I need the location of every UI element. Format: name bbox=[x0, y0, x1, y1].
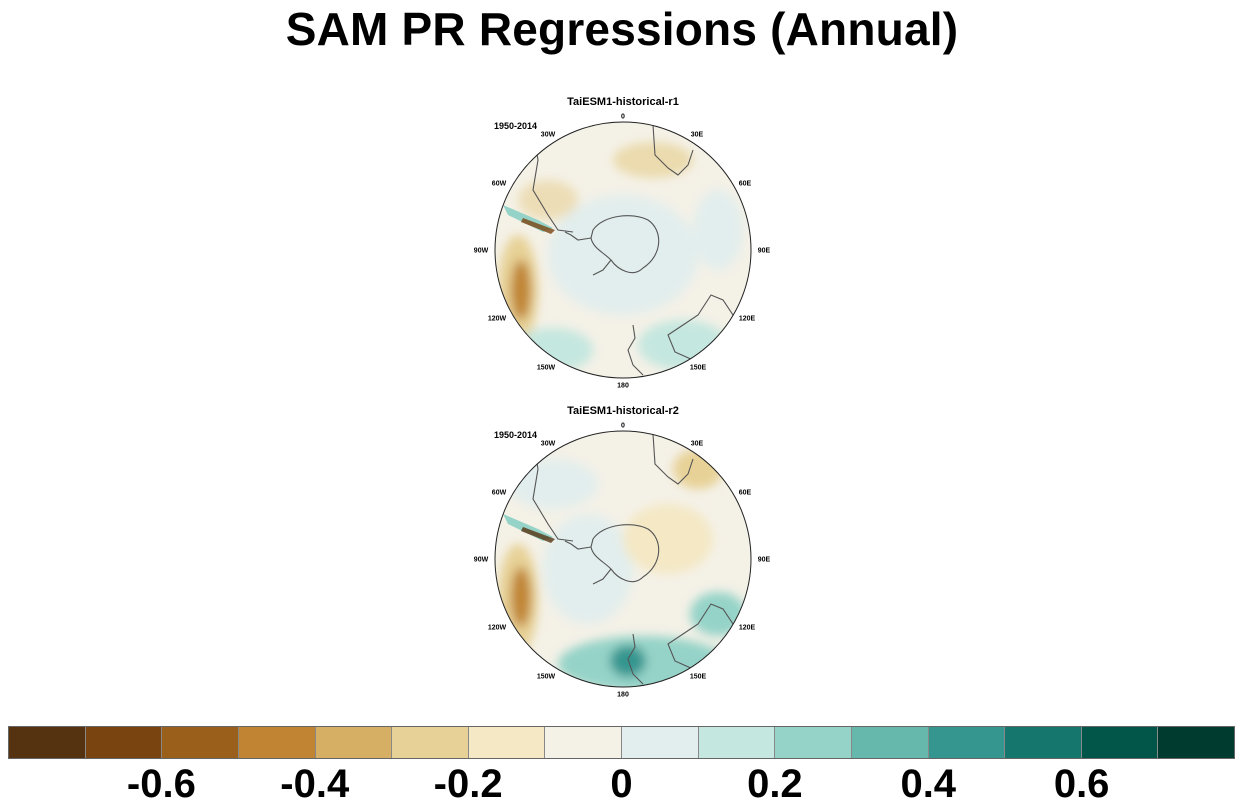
panel-1-title: TaiESM1-historical-r1 bbox=[567, 96, 679, 108]
p2-lon-120w: 120W bbox=[487, 624, 507, 632]
p1-lon-60e: 60E bbox=[738, 180, 752, 188]
p1-lon-30e: 30E bbox=[690, 131, 704, 139]
p1-lon-30w: 30W bbox=[540, 131, 556, 139]
colorbar-swatch-7 bbox=[545, 727, 622, 758]
p1-lon-90e: 90E bbox=[757, 247, 771, 255]
shade-north bbox=[613, 142, 693, 178]
p2-lon-30e: 30E bbox=[690, 440, 704, 448]
colorbar-tick-label: -0.2 bbox=[433, 762, 503, 806]
colorbar-swatch-3 bbox=[238, 727, 316, 758]
coastlines bbox=[532, 124, 734, 376]
colorbar-swatch-15 bbox=[1158, 727, 1234, 758]
shade-southeast bbox=[690, 592, 746, 636]
p2-lon-150e: 150E bbox=[689, 673, 707, 681]
shade-patch-dark bbox=[521, 218, 555, 234]
p2-lon-90e: 90E bbox=[757, 556, 771, 564]
colorbar-swatch-2 bbox=[162, 727, 239, 758]
panel-2-period: 1950-2014 bbox=[494, 430, 538, 440]
colorbar-swatch-8 bbox=[622, 727, 699, 758]
panel-1-map bbox=[494, 121, 752, 379]
p2-lon-0: 0 bbox=[621, 422, 625, 430]
p2-lon-150w: 150W bbox=[536, 673, 556, 681]
colorbar-swatch-14 bbox=[1081, 727, 1159, 758]
p1-lon-120w: 120W bbox=[487, 315, 507, 323]
colorbar-tick-label: 0.2 bbox=[747, 762, 803, 806]
shade-west-strong bbox=[511, 260, 531, 320]
p1-lon-180: 180 bbox=[617, 382, 629, 390]
shade-south-strong bbox=[610, 645, 646, 677]
panel-1-period: 1950-2014 bbox=[494, 121, 538, 131]
p1-lon-0: 0 bbox=[621, 113, 625, 121]
shade-east-warm bbox=[623, 504, 713, 574]
colorbar-tick-label: 0.4 bbox=[900, 762, 957, 806]
inner-ring-shade bbox=[543, 514, 633, 624]
colorbar-swatch-12 bbox=[928, 727, 1006, 758]
colorbar-swatch-6 bbox=[468, 727, 546, 758]
panel-2-title: TaiESM1-historical-r2 bbox=[567, 405, 679, 417]
colorbar-tick-label: 0 bbox=[610, 762, 633, 806]
shade-patch-dark bbox=[521, 527, 555, 543]
p2-lon-90w: 90W bbox=[473, 556, 489, 564]
colorbar-swatch-13 bbox=[1005, 727, 1082, 758]
colorbar-swatch-1 bbox=[85, 727, 163, 758]
colorbar bbox=[8, 726, 1235, 759]
panel-2-map bbox=[494, 430, 752, 688]
shade-west-strong bbox=[511, 567, 531, 627]
p2-lon-180: 180 bbox=[617, 691, 629, 699]
p2-lon-60w: 60W bbox=[491, 489, 507, 497]
colorbar-swatch-10 bbox=[775, 727, 852, 758]
p1-lon-90w: 90W bbox=[473, 247, 489, 255]
shade-northwest bbox=[508, 459, 598, 509]
p1-lon-60w: 60W bbox=[491, 180, 507, 188]
inner-ring-shade bbox=[548, 195, 698, 315]
colorbar-swatch-5 bbox=[392, 727, 469, 758]
map-boundary bbox=[494, 430, 752, 688]
p2-lon-30w: 30W bbox=[540, 440, 556, 448]
map-boundary bbox=[494, 121, 752, 379]
colorbar-swatch-11 bbox=[851, 727, 929, 758]
shade-east bbox=[693, 190, 743, 270]
colorbar-swatch-0 bbox=[9, 727, 86, 758]
p1-lon-150e: 150E bbox=[689, 364, 707, 372]
colorbar-tick-label: -0.6 bbox=[126, 762, 196, 806]
p1-lon-120e: 120E bbox=[738, 315, 756, 323]
colorbar-swatch-4 bbox=[315, 727, 393, 758]
p1-lon-150w: 150W bbox=[536, 364, 556, 372]
figure-title: SAM PR Regressions (Annual) bbox=[285, 3, 959, 55]
p2-lon-120e: 120E bbox=[738, 624, 756, 632]
colorbar-swatch-9 bbox=[698, 727, 776, 758]
colorbar-tick-label: -0.4 bbox=[280, 762, 350, 806]
colorbar-tick-label: 0.6 bbox=[1053, 762, 1110, 806]
p2-lon-60e: 60E bbox=[738, 489, 752, 497]
